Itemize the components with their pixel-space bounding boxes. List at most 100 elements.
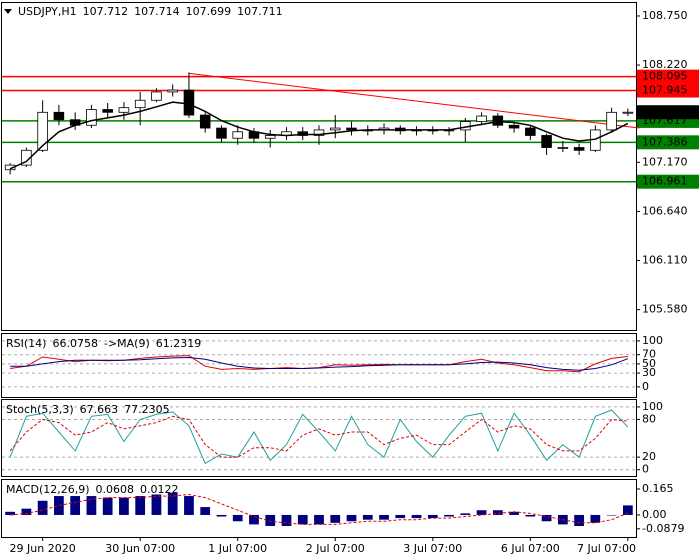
macd-bar xyxy=(606,514,617,516)
macd-bar xyxy=(541,514,552,522)
price-label-box xyxy=(637,105,699,120)
panel-title: USDJPY,H1 xyxy=(18,5,77,18)
macd-bar xyxy=(21,508,32,515)
macd-bar xyxy=(119,497,129,515)
candle-body xyxy=(264,135,276,139)
macd-bar xyxy=(200,507,211,515)
x-tick-label: 30 Jun 07:00 xyxy=(105,542,175,555)
candle-body xyxy=(460,121,471,131)
y-tick-label: 107.170 xyxy=(642,155,688,168)
x-tick-label: 6 Jul 07:00 xyxy=(501,542,560,555)
candle-body xyxy=(53,111,65,121)
macd-bar xyxy=(70,496,81,515)
macd-bar xyxy=(346,514,357,522)
level-label-box xyxy=(637,174,699,189)
macd-bar xyxy=(297,514,308,525)
panel-title: 61.2319 xyxy=(156,337,202,350)
y-tick-label: 105.580 xyxy=(642,303,688,316)
macd-bar xyxy=(135,496,146,515)
macd-bar xyxy=(444,514,454,517)
macd-bar xyxy=(151,494,162,515)
candle-body xyxy=(492,115,504,126)
panel-title: RSI(14) xyxy=(6,337,46,350)
symbol-icon xyxy=(4,9,12,14)
macd-bar xyxy=(281,514,292,526)
candle-body xyxy=(573,147,585,151)
candle-body xyxy=(102,109,113,113)
y-tick-label: 70 xyxy=(642,348,656,361)
candle-body xyxy=(622,111,634,114)
level-label-box xyxy=(637,83,699,98)
price-frame xyxy=(1,2,637,331)
macd-bar xyxy=(622,505,633,515)
level-label: 107.945 xyxy=(642,84,688,97)
level-label: 107.386 xyxy=(642,135,688,148)
macd-bar xyxy=(216,514,227,517)
macd-bar xyxy=(314,514,324,525)
macd-bar xyxy=(86,496,97,515)
macd-bar xyxy=(411,514,422,519)
y-tick-label: 0 xyxy=(642,380,649,393)
macd-bar xyxy=(509,511,519,515)
panel-title: 107.711 xyxy=(237,5,283,18)
panel-title: 107.699 xyxy=(186,5,232,18)
trendline xyxy=(188,72,640,129)
price-label: 107.711 xyxy=(642,105,688,118)
y-tick-label: 100 xyxy=(642,400,663,413)
x-tick-label: 1 Jul 07:00 xyxy=(208,542,267,555)
candle-body xyxy=(346,127,357,131)
candle-body xyxy=(541,135,552,148)
candle-body xyxy=(313,129,325,136)
indicator-line xyxy=(10,493,629,525)
macd-bar xyxy=(395,514,406,519)
y-tick-label: 0.00 xyxy=(642,508,667,521)
candle-body xyxy=(297,131,309,136)
y-tick-label: 106.110 xyxy=(642,254,688,267)
macd-bar xyxy=(167,492,178,515)
macd-bar xyxy=(427,514,438,519)
x-tick-label: 29 Jun 2020 xyxy=(10,542,76,555)
macd-bar xyxy=(249,514,259,525)
y-tick-label: 108.750 xyxy=(642,9,688,22)
level-label: 108.095 xyxy=(642,70,688,83)
macd-bar xyxy=(330,514,341,523)
panel-title: 77.2305 xyxy=(124,403,170,416)
panel-title: MACD(12,26,9) xyxy=(6,483,90,496)
macd-bar xyxy=(574,514,584,526)
candle-body xyxy=(329,127,341,131)
panel-title: 0.0122 xyxy=(140,483,179,496)
y-tick-label: 20 xyxy=(642,450,656,463)
macd-bar xyxy=(476,510,487,515)
macd-bar xyxy=(590,514,601,523)
candle-body xyxy=(476,115,487,122)
candle-body xyxy=(557,147,569,149)
y-tick-label: 0.165 xyxy=(642,482,674,495)
macd-bar xyxy=(379,514,389,520)
level-label: 106.961 xyxy=(642,175,688,188)
panel-title: 66.0758 xyxy=(52,337,98,350)
macd-bar xyxy=(232,514,243,522)
y-tick-label: 50 xyxy=(642,357,656,370)
candle-body xyxy=(151,91,162,101)
indicator-line xyxy=(10,356,629,371)
candle-body xyxy=(508,124,520,129)
candle-body xyxy=(167,89,178,93)
y-tick-label: 30 xyxy=(642,366,656,379)
x-tick-label: 7 Jul 07:00 xyxy=(577,542,636,555)
macd-bar xyxy=(492,510,503,515)
candle-body xyxy=(37,111,48,151)
panel-title: Stoch(5,3,3) xyxy=(6,403,74,416)
level-label-box xyxy=(637,135,699,150)
candle-body xyxy=(606,111,617,131)
stoch-frame xyxy=(1,399,637,477)
x-tick-label: 2 Jul 07:00 xyxy=(306,542,365,555)
candle-body xyxy=(232,131,243,139)
macd-bar xyxy=(265,514,276,526)
level-label-box xyxy=(637,69,699,84)
panel-title: 0.0608 xyxy=(96,483,135,496)
y-tick-label: 108.220 xyxy=(642,58,688,71)
candle-body xyxy=(216,127,227,139)
y-tick-label: 0 xyxy=(642,463,649,476)
y-tick-label: 106.640 xyxy=(642,204,688,217)
